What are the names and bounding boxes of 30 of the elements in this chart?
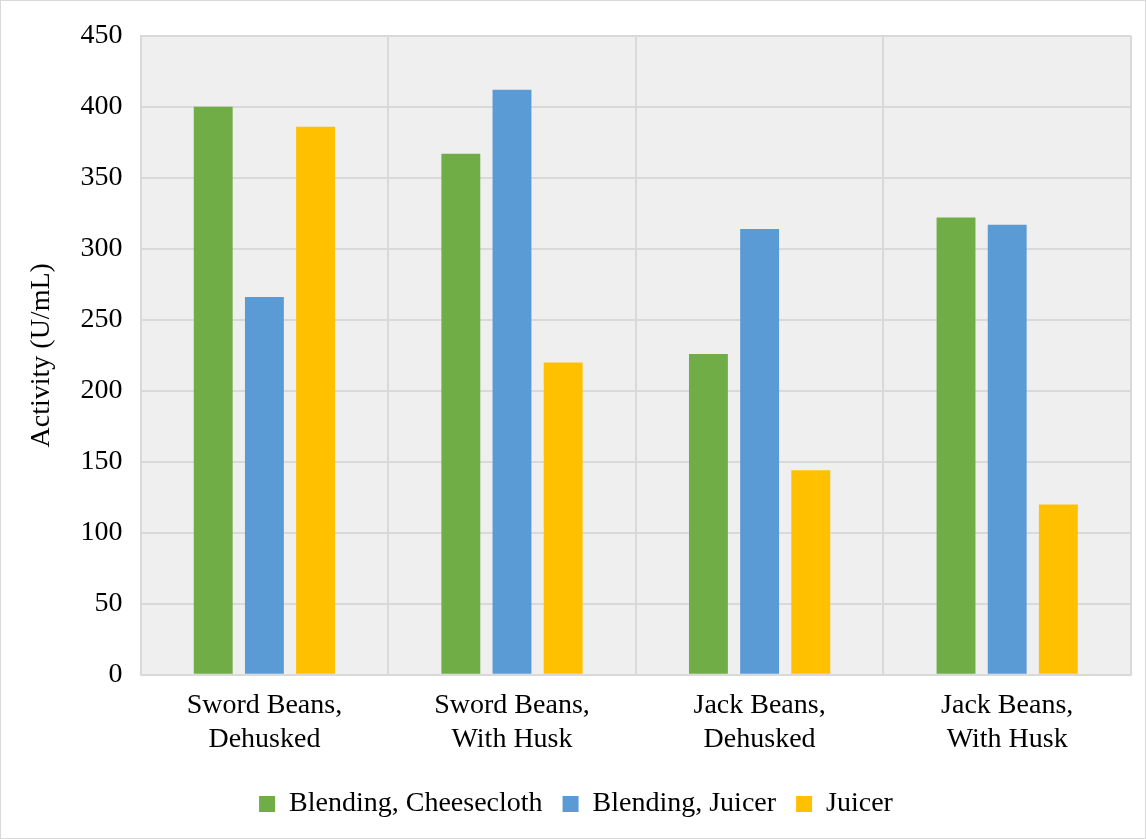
y-tick-label: 100 bbox=[80, 515, 123, 547]
x-tick-label: Sword Beans, Dehusked bbox=[186, 687, 343, 753]
y-tick-label: 50 bbox=[94, 586, 123, 618]
bar bbox=[688, 353, 728, 674]
bar bbox=[936, 217, 976, 674]
bar bbox=[296, 126, 336, 674]
legend-label: Blending, Cheesecloth bbox=[289, 786, 543, 818]
bar bbox=[740, 228, 780, 674]
x-tick-label: Sword Beans, With Husk bbox=[434, 687, 590, 753]
y-tick-label: 300 bbox=[80, 231, 123, 263]
bar bbox=[492, 89, 532, 674]
bar bbox=[441, 153, 481, 674]
bar bbox=[1038, 504, 1078, 674]
x-tick-label: Jack Beans, With Husk bbox=[941, 687, 1074, 753]
bar bbox=[244, 297, 284, 674]
y-tick-label: 0 bbox=[108, 657, 123, 689]
bar bbox=[987, 224, 1027, 674]
legend-label: Juicer bbox=[826, 786, 894, 818]
y-axis-title: Activity (U/mL) bbox=[24, 263, 56, 448]
legend-label: Blending, Juicer bbox=[592, 786, 777, 818]
bar bbox=[193, 106, 233, 674]
y-tick-label: 150 bbox=[80, 444, 123, 476]
bar bbox=[791, 470, 831, 674]
y-tick-label: 450 bbox=[80, 18, 123, 50]
y-tick-label: 350 bbox=[80, 160, 123, 192]
y-tick-label: 400 bbox=[80, 89, 123, 121]
y-tick-label: 200 bbox=[80, 373, 123, 405]
x-tick-label: Jack Beans, Dehusked bbox=[693, 687, 826, 753]
bar bbox=[543, 362, 583, 674]
y-tick-label: 250 bbox=[80, 302, 123, 334]
